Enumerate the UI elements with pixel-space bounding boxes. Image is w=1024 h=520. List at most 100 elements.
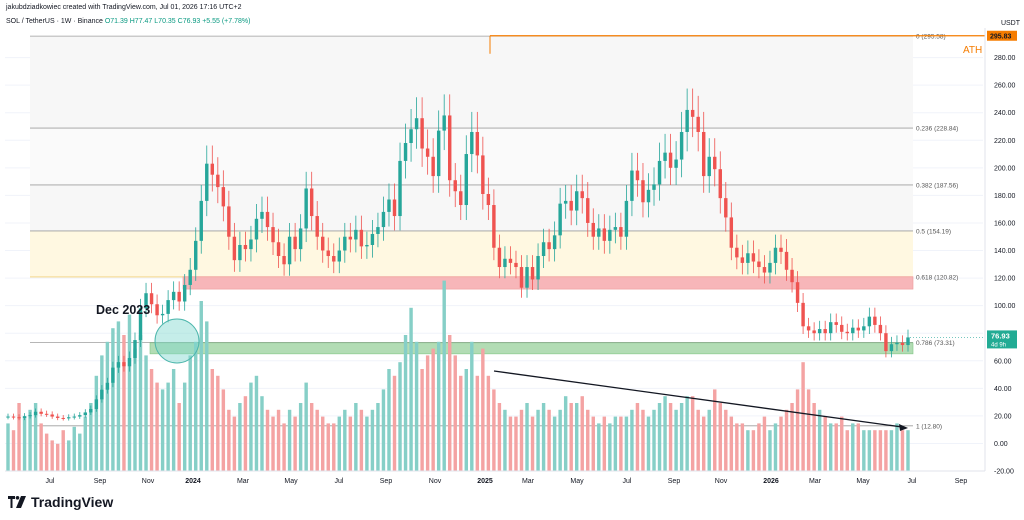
volume-bar (906, 430, 910, 471)
volume-bar (260, 396, 264, 471)
volume-bar (50, 440, 54, 471)
volume-bar (155, 382, 159, 471)
volume-bar (624, 416, 629, 471)
candle-body (580, 191, 584, 199)
volume-bar (287, 409, 292, 471)
volume-bar (817, 409, 822, 471)
tradingview-wordmark: TradingView (31, 494, 114, 510)
candle-body (370, 233, 375, 245)
ath-price-text: 295.83 (990, 34, 1012, 41)
y-tick-label: 220.00 (994, 138, 1016, 145)
volume-bar (801, 362, 805, 471)
trend-arrow-line (493, 370, 903, 428)
fib-label: 1 (12.80) (916, 423, 942, 430)
candle-body (304, 188, 308, 229)
volume-bar (67, 440, 71, 471)
candle-body (635, 170, 640, 181)
volume-bar (332, 423, 336, 471)
volume-bar (856, 423, 861, 471)
candle-body (486, 193, 491, 206)
volume-bar (790, 403, 794, 471)
candle-body (707, 156, 711, 177)
candle-body (464, 154, 468, 206)
volume-bar (276, 409, 281, 471)
candle-body (806, 326, 811, 331)
candle-body (481, 155, 485, 194)
volume-bar (602, 416, 607, 471)
candle-body (525, 267, 529, 288)
volume-bar (619, 416, 623, 471)
candle-body (779, 247, 783, 252)
candle-body (44, 413, 49, 415)
candle-body (718, 169, 722, 199)
candle-body (630, 170, 634, 201)
candle-body (205, 163, 209, 201)
ohlc-change: +5.55 (+7.78%) (202, 18, 251, 25)
symbol-line: SOL / TetherUS · 1W · Binance O71.39 H77… (6, 18, 250, 25)
candle-body (160, 313, 165, 316)
candle-body (414, 118, 419, 130)
volume-bar (282, 423, 286, 471)
candle-body (254, 218, 259, 240)
candle-body (166, 300, 170, 314)
candle-body (624, 200, 629, 237)
candle-body (6, 416, 10, 418)
volume-bar (39, 423, 43, 471)
candle-body (249, 239, 253, 250)
candle-body (470, 131, 474, 155)
y-tick-label: 100.00 (994, 303, 1016, 310)
candle-body (453, 180, 457, 192)
x-tick-label: 2026 (763, 478, 779, 485)
candle-body (900, 342, 905, 346)
candle-body (757, 261, 761, 268)
candle-body (265, 211, 270, 228)
volume-bar (271, 416, 275, 471)
candle-body (11, 416, 16, 418)
candle-body (171, 291, 176, 301)
candle-body (884, 333, 888, 352)
y-tick-label: 280.00 (994, 55, 1016, 62)
tradingview-logo[interactable]: TradingView (8, 494, 113, 510)
volume-bar (210, 369, 215, 471)
candle-body (50, 414, 54, 417)
volume-bar (762, 416, 767, 471)
candle-body (144, 293, 148, 309)
volume-bar (354, 403, 358, 471)
volume-bar (784, 409, 789, 471)
volume-bar (359, 409, 364, 471)
volume-bar (724, 409, 728, 471)
ath-label: ATH (963, 45, 982, 56)
volume-bar (28, 409, 32, 471)
symbol-name[interactable]: SOL / TetherUS · 1W · Binance (6, 18, 103, 25)
candle-body (431, 156, 435, 177)
candle-body (326, 250, 330, 257)
volume-bar (806, 389, 811, 471)
volume-bar (696, 409, 700, 471)
volume-bar (558, 409, 562, 471)
volume-bar (900, 430, 905, 471)
y-tick-label: 160.00 (994, 220, 1016, 227)
volume-bar (641, 409, 645, 471)
candle-body (28, 415, 32, 417)
y-tick-label: 140.00 (994, 248, 1016, 255)
volume-bar (105, 341, 110, 471)
volume-bar (22, 416, 27, 471)
currency-label: USDT (1000, 20, 1020, 27)
volume-bar (878, 430, 883, 471)
volume-bar (61, 430, 65, 471)
candle-body (851, 327, 855, 334)
candle-body (238, 244, 242, 261)
candle-body (33, 411, 38, 416)
candle-body (773, 247, 778, 263)
volume-bar (608, 423, 612, 471)
volume-bar (514, 416, 518, 471)
candle-body (701, 131, 706, 177)
candle-body (497, 247, 502, 268)
candle-body (22, 416, 27, 418)
volume-bar (44, 433, 49, 471)
author-line: jakubdziadkowiec created with TradingVie… (6, 4, 242, 11)
candle-body (823, 329, 827, 334)
volume-bar (298, 403, 303, 471)
volume-bar (889, 430, 894, 471)
